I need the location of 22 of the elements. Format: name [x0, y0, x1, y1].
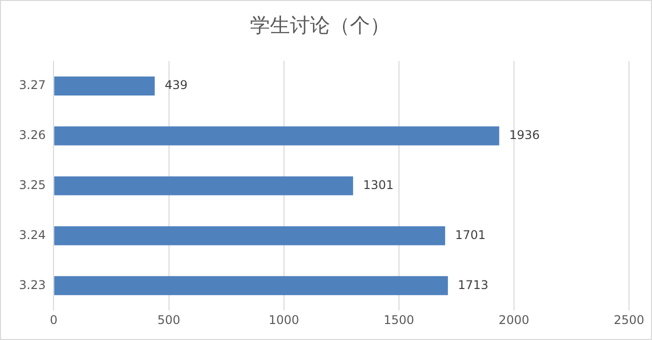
y-tick-label: 3.27 [19, 78, 46, 92]
y-tick-label: 3.25 [19, 178, 46, 192]
x-tick-label: 2500 [614, 312, 644, 327]
y-tick-label: 3.23 [19, 278, 46, 292]
x-tick-label: 500 [157, 312, 180, 327]
data-label: 439 [164, 78, 188, 92]
y-tick-label: 3.26 [19, 128, 46, 142]
x-tick-label: 1000 [268, 312, 300, 327]
bar [54, 276, 448, 296]
data-label: 1301 [363, 178, 394, 192]
bar [54, 126, 500, 146]
bar [54, 76, 155, 96]
chart-title: 学生讨论（个） [250, 13, 390, 38]
data-label: 1713 [458, 278, 488, 292]
x-tick-label: 0 [50, 312, 58, 327]
data-label: 1936 [509, 128, 540, 142]
x-tick-label: 1500 [384, 312, 414, 327]
data-label: 1701 [455, 228, 486, 242]
x-tick-label: 2000 [498, 312, 530, 327]
y-tick-label: 3.24 [19, 228, 46, 242]
bar [54, 226, 446, 246]
bar [54, 176, 354, 196]
